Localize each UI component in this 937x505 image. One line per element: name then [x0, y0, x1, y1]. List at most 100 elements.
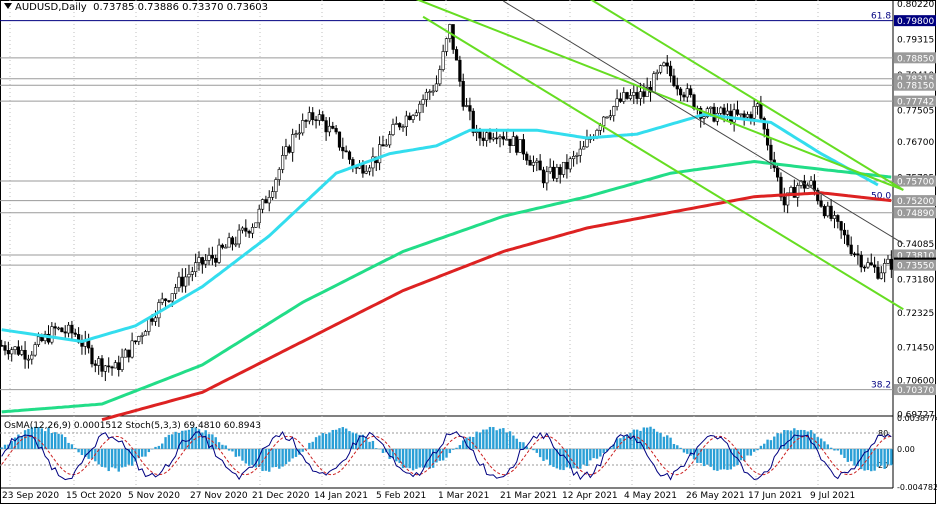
x-tick-label: 17 Jun 2021	[748, 491, 802, 501]
osma-bar	[47, 427, 50, 449]
osma-bar	[599, 448, 602, 457]
osma-bar	[676, 445, 679, 449]
candle-body	[501, 136, 505, 140]
osma-bar	[492, 427, 495, 449]
candle-body	[535, 160, 539, 163]
candle-body	[495, 137, 499, 140]
candle-body	[93, 363, 97, 366]
osma-bar	[488, 426, 492, 449]
candle-body	[876, 266, 880, 279]
osma-bar	[753, 448, 756, 452]
osma-bar	[686, 448, 689, 454]
osma-bar	[127, 448, 130, 465]
candle-body	[344, 150, 348, 153]
candle-body	[625, 92, 629, 99]
candle-body	[411, 115, 415, 120]
osma-bar	[331, 429, 334, 449]
candle-body	[699, 108, 703, 119]
candle-body	[260, 199, 265, 210]
osma-bar	[308, 442, 311, 449]
osma-bar	[43, 431, 47, 449]
candle-body	[438, 69, 442, 85]
candle-body	[364, 170, 368, 174]
price-label-box	[894, 73, 936, 85]
candle-body	[327, 125, 332, 133]
candle-body	[173, 287, 178, 294]
candle-body	[618, 98, 623, 102]
indicator-title: OsMA(12,26,9) 0.0001512 Stoch(5,3,3) 69.…	[4, 421, 261, 431]
osma-bar	[231, 448, 234, 452]
chevron-down-icon[interactable]	[4, 3, 12, 9]
osma-bar	[294, 448, 298, 457]
candle-body	[832, 215, 837, 219]
osma-bar	[3, 444, 7, 449]
osma-bar	[361, 434, 365, 449]
trend-channel-line	[416, 0, 904, 191]
candle-body	[184, 276, 188, 287]
candle-body	[856, 253, 860, 256]
candle-body	[90, 347, 94, 365]
candle-body	[615, 98, 619, 107]
osma-bar	[388, 448, 391, 459]
indicator-tick-label: 0.0038774	[897, 414, 937, 423]
price-label-text: 0.79800	[897, 17, 934, 27]
candle-body	[277, 169, 281, 180]
candle-body	[107, 365, 111, 368]
osma-bar	[60, 434, 64, 449]
candle-body	[444, 38, 449, 52]
candle-body	[187, 273, 191, 278]
osma-bar	[134, 448, 137, 462]
candle-body	[404, 115, 408, 127]
moving-average-line	[101, 191, 892, 422]
osma-bar	[846, 448, 850, 462]
osma-bar	[167, 434, 171, 449]
osma-bar	[656, 431, 659, 449]
x-tick-label: 23 Sep 2020	[2, 491, 59, 501]
price-label-box	[894, 95, 936, 107]
candle-body	[658, 65, 663, 73]
osma-bar	[508, 431, 512, 449]
osma-bar	[144, 448, 147, 457]
osma-bar	[649, 426, 652, 449]
osma-bar	[706, 448, 709, 465]
osma-bar	[813, 433, 816, 449]
osma-bar	[569, 448, 572, 469]
candle-body	[525, 153, 529, 161]
osma-bar	[17, 434, 20, 449]
candle-body	[886, 258, 890, 264]
candle-body	[685, 88, 689, 98]
candle-body	[816, 189, 820, 202]
candle-body	[237, 229, 241, 245]
candle-body	[883, 263, 887, 274]
chart-title: AUDUSD,Daily 0.73785 0.73886 0.73370 0.7…	[4, 2, 268, 13]
x-tick-label: 5 Feb 2021	[376, 491, 426, 501]
osma-bar	[880, 448, 883, 466]
indicator-tick-label: -0.004782	[897, 483, 937, 492]
osma-bar	[709, 448, 712, 467]
osma-bar	[458, 445, 462, 449]
price-label-text: 0.78850	[897, 54, 934, 64]
candle-body	[652, 73, 656, 93]
candle-body	[16, 346, 20, 355]
candle-body	[170, 293, 174, 302]
candle-body	[408, 115, 412, 120]
osma-bar	[278, 448, 281, 469]
candle-body	[66, 324, 71, 334]
candle-body	[127, 349, 131, 358]
candle-body	[582, 146, 586, 150]
osma-bar	[455, 447, 458, 449]
osma-bar	[87, 448, 90, 459]
stoch-main-line	[1, 431, 892, 481]
osma-bar	[84, 448, 87, 458]
price-label-text: 0.74890	[897, 209, 934, 219]
candle-body	[742, 113, 746, 118]
candle-body	[311, 112, 315, 121]
osma-bar	[401, 448, 405, 469]
candle-body	[709, 106, 713, 109]
candle-body	[849, 244, 853, 255]
candle-body	[508, 138, 512, 147]
candle-body	[247, 230, 251, 234]
osma-bar	[435, 448, 438, 463]
price-tick-label: 0.72325	[897, 309, 934, 319]
